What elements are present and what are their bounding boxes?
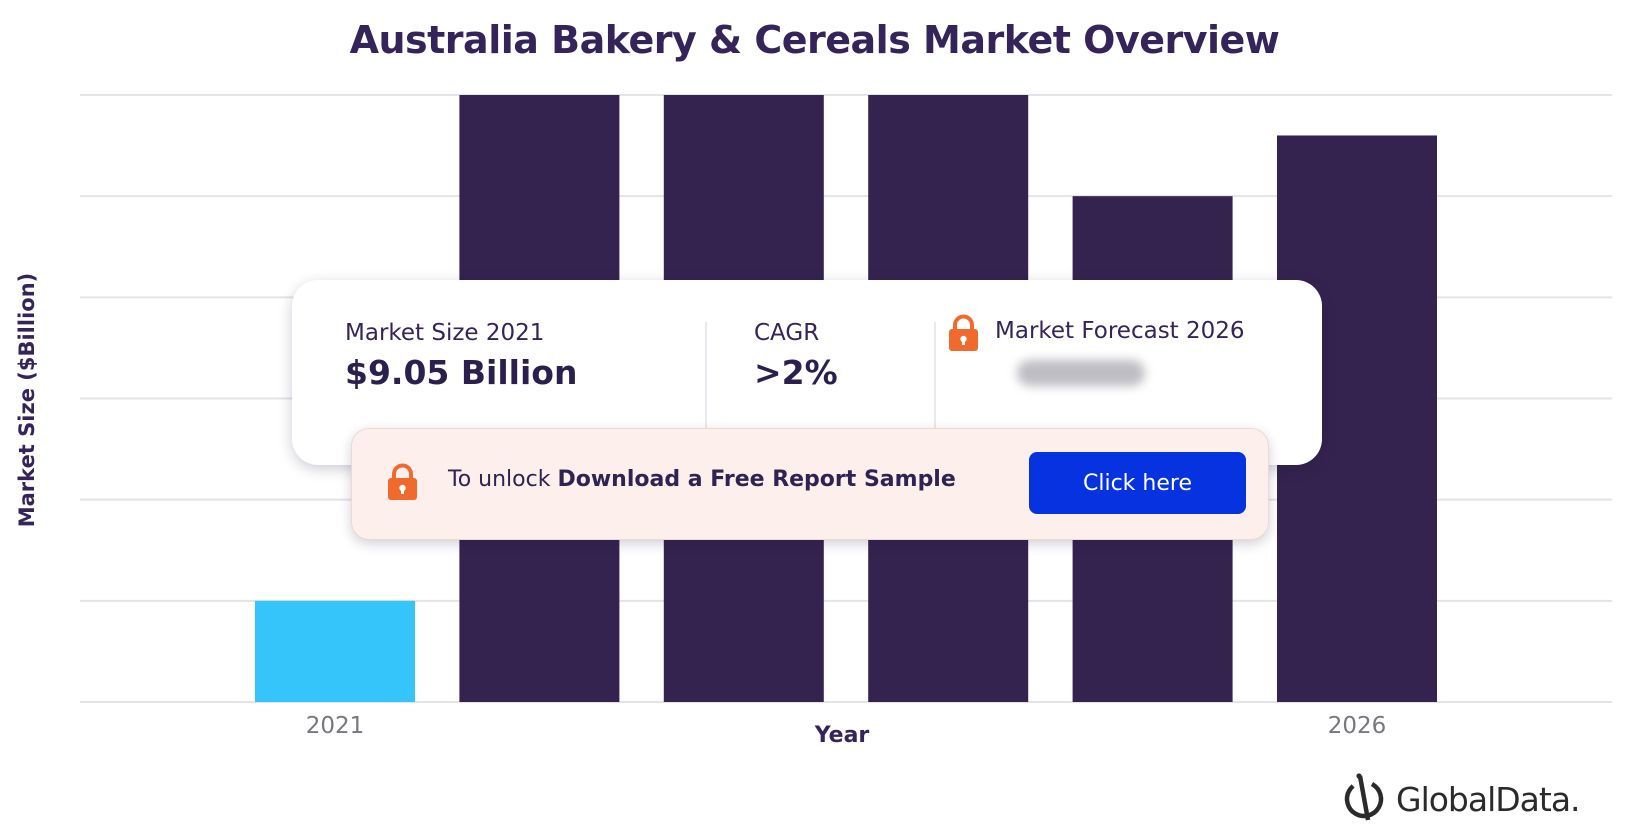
x-tick-label: 2026	[1327, 713, 1387, 739]
logo-text: GlobalData.	[1396, 780, 1581, 819]
x-tick-label: 2021	[305, 713, 365, 739]
globaldata-mark-icon	[1340, 772, 1390, 827]
lock-icon	[386, 463, 419, 506]
market-size-label: Market Size 2021	[345, 320, 545, 346]
forecast-label: Market Forecast 2026	[995, 318, 1245, 344]
unlock-prefix: To unlock	[448, 467, 551, 492]
chart-title: Australia Bakery & Cereals Market Overvi…	[349, 18, 1280, 62]
bar	[255, 600, 415, 702]
stat-divider	[705, 322, 707, 430]
stat-divider	[934, 322, 936, 430]
market-size-value: $9.05 Billion	[345, 353, 578, 392]
unlock-text: To unlock Download a Free Report Sample	[448, 467, 956, 492]
x-axis-title: Year	[814, 723, 870, 748]
click-here-button[interactable]: Click here	[1029, 452, 1246, 514]
unlock-banner: To unlock Download a Free Report Sample …	[351, 428, 1269, 540]
unlock-bold-text[interactable]: Download a Free Report Sample	[557, 467, 956, 492]
lock-icon	[947, 314, 980, 357]
forecast-value-blurred	[1017, 360, 1145, 386]
y-axis-title: Market Size ($Billion)	[15, 272, 39, 528]
cagr-label: CAGR	[754, 320, 820, 346]
cagr-value: >2%	[754, 353, 838, 392]
